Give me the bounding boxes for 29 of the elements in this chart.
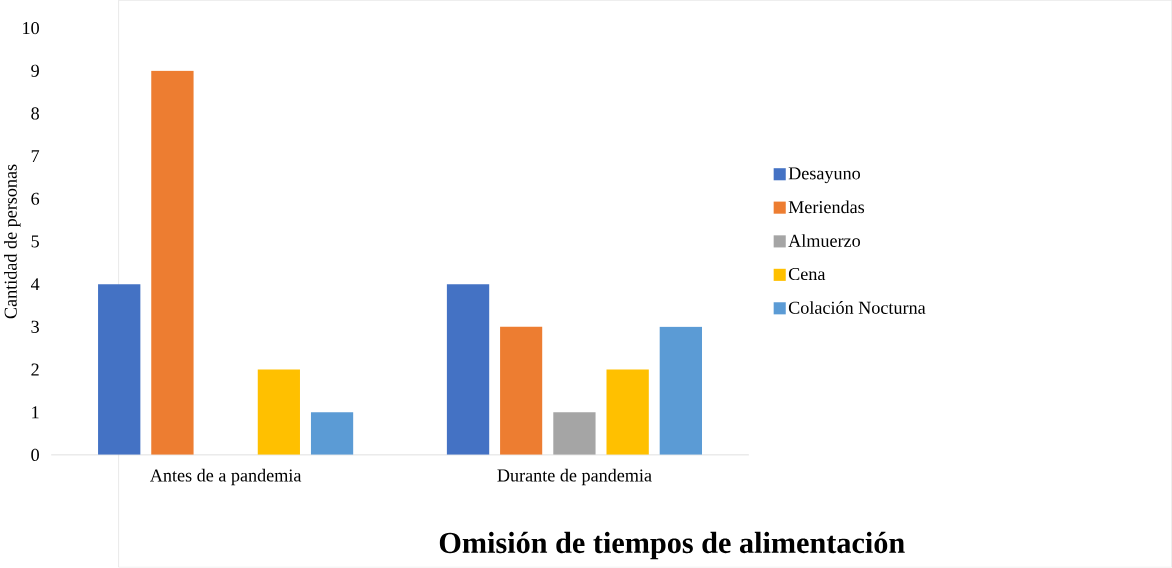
y-tick-label: 9 xyxy=(31,64,39,78)
bar xyxy=(151,70,194,456)
y-tick-label: 5 xyxy=(31,235,39,248)
y-tick-label: 3 xyxy=(31,320,39,334)
legend-label: Desayuno xyxy=(788,167,861,184)
legend-label: Meriendas xyxy=(788,200,865,214)
bar xyxy=(446,284,490,456)
y-tick-label: 6 xyxy=(31,192,40,206)
x-tick-label: Durante de pandemia xyxy=(497,469,652,486)
bar xyxy=(257,369,300,456)
bar xyxy=(500,327,543,456)
text: Omisión de tiempos de alimentación xyxy=(439,532,905,560)
bar xyxy=(553,412,596,456)
legend-label: Colación Nocturna xyxy=(788,301,926,315)
bar xyxy=(310,412,354,456)
bar xyxy=(659,327,703,456)
x-tick-label: Antes de a pandemia xyxy=(149,469,302,486)
y-tick-label: 2 xyxy=(31,363,39,376)
y-tick-label: 10 xyxy=(23,22,39,35)
bar xyxy=(98,284,141,456)
legend-label: Cena xyxy=(788,268,826,281)
y-tick-label: 1 xyxy=(32,406,39,419)
y-tick-label: 0 xyxy=(31,448,39,462)
y-tick-label: 4 xyxy=(30,278,40,291)
legend-label: Almuerzo xyxy=(788,234,861,248)
y-tick-label: 8 xyxy=(31,107,39,120)
bar xyxy=(606,369,649,456)
y-tick-label: 7 xyxy=(31,150,40,163)
y-axis-title: Cantidad de personas xyxy=(4,164,21,319)
